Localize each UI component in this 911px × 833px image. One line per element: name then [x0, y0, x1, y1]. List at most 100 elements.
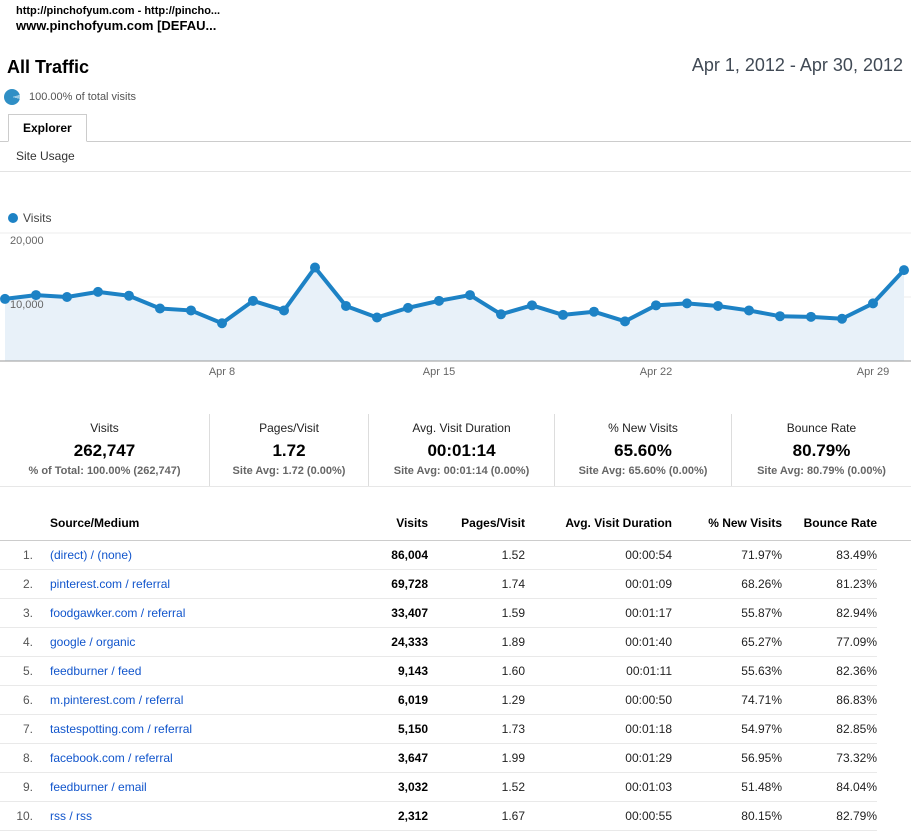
source-medium-link[interactable]: google / organic [50, 634, 136, 649]
row-spacer [877, 801, 911, 830]
subtab-site-usage[interactable]: Site Usage [16, 149, 75, 163]
source-medium-cell: tastespotting.com / referral [36, 714, 338, 744]
bounce-rate-value: 82.79% [782, 801, 877, 831]
source-medium-link[interactable]: foodgawker.com / referral [50, 605, 186, 620]
rank-column-header [0, 500, 36, 541]
visits-chart-svg [0, 232, 911, 362]
pages-visit-value: 1.74 [428, 569, 525, 599]
metric-subtext: Site Avg: 00:01:14 (0.00%) [393, 465, 530, 477]
subtab-row: Site Usage [0, 143, 911, 172]
x-axis-tick-label: Apr 29 [856, 366, 890, 378]
visits-value: 69,728 [338, 569, 428, 599]
scorecard-row: Visits 262,747 % of Total: 100.00% (262,… [0, 414, 911, 487]
column-header-new-visits[interactable]: % New Visits [672, 500, 782, 541]
column-header-bounce-rate[interactable]: Bounce Rate [782, 500, 877, 541]
row-rank: 9. [0, 772, 36, 802]
bounce-rate-value: 86.83% [782, 685, 877, 715]
pages-visit-value: 1.60 [428, 656, 525, 686]
source-medium-cell: feedburner / email [36, 772, 338, 802]
new-visits-value: 74.71% [672, 685, 782, 715]
profile-name: www.pinchofyum.com [DEFAU... [16, 18, 217, 33]
row-rank: 1. [0, 540, 36, 570]
pages-visit-value: 1.67 [428, 801, 525, 831]
date-range-selector[interactable]: Apr 1, 2012 - Apr 30, 2012 [691, 55, 903, 75]
source-medium-cell: rss / rss [36, 801, 338, 831]
visits-value: 5,150 [338, 714, 428, 744]
metric-pages-visit: Pages/Visit 1.72 Site Avg: 1.72 (0.00%) [209, 414, 368, 486]
avg-duration-value: 00:00:50 [525, 685, 672, 715]
metric-new-visits: % New Visits 65.60% Site Avg: 65.60% (0.… [554, 414, 731, 486]
table-row: 9. feedburner / email 3,032 1.52 00:01:03 51.… [0, 772, 911, 802]
source-medium-cell: feedburner / feed [36, 656, 338, 686]
metric-subtext: Site Avg: 80.79% (0.00%) [757, 465, 886, 477]
visits-value: 33,407 [338, 598, 428, 628]
pages-visit-value: 1.52 [428, 772, 525, 802]
tab-explorer[interactable]: Explorer [8, 114, 87, 142]
metric-label: Pages/Visit [259, 421, 319, 435]
new-visits-value: 65.27% [672, 627, 782, 657]
source-medium-link[interactable]: feedburner / email [50, 779, 147, 794]
metric-avg-visit-duration: Avg. Visit Duration 00:01:14 Site Avg: 0… [368, 414, 554, 486]
source-medium-cell: google / organic [36, 627, 338, 657]
column-header-avg-duration[interactable]: Avg. Visit Duration [525, 500, 672, 541]
bounce-rate-value: 82.94% [782, 598, 877, 628]
metric-value: 80.79% [792, 441, 851, 460]
new-visits-value: 56.95% [672, 743, 782, 773]
y-axis-tick-label: 20,000 [10, 235, 44, 247]
pie-chart-icon [4, 89, 20, 105]
bounce-rate-value: 77.09% [782, 627, 877, 657]
table-row: 6. m.pinterest.com / referral 6,019 1.29 00:… [0, 685, 911, 715]
pages-visit-value: 1.29 [428, 685, 525, 715]
source-medium-link[interactable]: rss / rss [50, 808, 92, 823]
metric-value: 1.72 [272, 441, 306, 460]
metric-value: 65.60% [614, 441, 672, 460]
source-medium-cell: m.pinterest.com / referral [36, 685, 338, 715]
new-visits-value: 80.15% [672, 801, 782, 831]
avg-duration-value: 00:00:55 [525, 801, 672, 831]
row-spacer [877, 714, 911, 743]
new-visits-value: 68.26% [672, 569, 782, 599]
source-medium-link[interactable]: facebook.com / referral [50, 750, 173, 765]
row-spacer [877, 627, 911, 656]
source-medium-cell: foodgawker.com / referral [36, 598, 338, 628]
source-medium-link[interactable]: pinterest.com / referral [50, 576, 171, 591]
row-rank: 5. [0, 656, 36, 686]
source-medium-cell: pinterest.com / referral [36, 569, 338, 599]
source-medium-link[interactable]: tastespotting.com / referral [50, 721, 193, 736]
avg-duration-value: 00:01:11 [525, 656, 672, 686]
avg-duration-value: 00:00:54 [525, 540, 672, 570]
row-spacer [877, 598, 911, 627]
table-row: 5. feedburner / feed 9,143 1.60 00:01:11 55.6… [0, 656, 911, 686]
metric-label: Bounce Rate [786, 421, 857, 435]
new-visits-value: 51.48% [672, 772, 782, 802]
source-medium-link[interactable]: m.pinterest.com / referral [50, 692, 184, 707]
x-axis-tick-label: Apr 15 [422, 366, 456, 378]
new-visits-value: 71.97% [672, 540, 782, 570]
row-rank: 10. [0, 801, 36, 831]
metric-value: 00:01:14 [427, 441, 496, 460]
bounce-rate-value: 82.85% [782, 714, 877, 744]
chart-legend: Visits [8, 211, 51, 225]
bounce-rate-value: 84.04% [782, 772, 877, 802]
visits-value: 2,312 [338, 801, 428, 831]
metric-visits: Visits 262,747 % of Total: 100.00% (262,… [0, 414, 209, 486]
legend-label: Visits [23, 211, 52, 225]
new-visits-value: 55.87% [672, 598, 782, 628]
visits-value: 6,019 [338, 685, 428, 715]
table-row: 7. tastespotting.com / referral 5,150 1.73 0… [0, 714, 911, 744]
source-medium-link[interactable]: feedburner / feed [50, 663, 142, 678]
column-header-source-medium[interactable]: Source/Medium [36, 500, 338, 541]
table-row: 4. google / organic 24,333 1.89 00:01:40 65.2… [0, 627, 911, 657]
column-header-visits[interactable]: Visits [338, 500, 428, 541]
avg-duration-value: 00:01:09 [525, 569, 672, 599]
metric-label: % New Visits [608, 421, 678, 435]
source-medium-link[interactable]: (direct) / (none) [50, 547, 133, 562]
row-rank: 7. [0, 714, 36, 744]
row-spacer [877, 772, 911, 801]
row-spacer [877, 569, 911, 598]
table-row: 8. facebook.com / referral 3,647 1.99 00:01:… [0, 743, 911, 773]
column-header-pages-visit[interactable]: Pages/Visit [428, 500, 525, 541]
metric-subtext: % of Total: 100.00% (262,747) [28, 465, 181, 477]
source-medium-cell: facebook.com / referral [36, 743, 338, 773]
avg-duration-value: 00:01:18 [525, 714, 672, 744]
